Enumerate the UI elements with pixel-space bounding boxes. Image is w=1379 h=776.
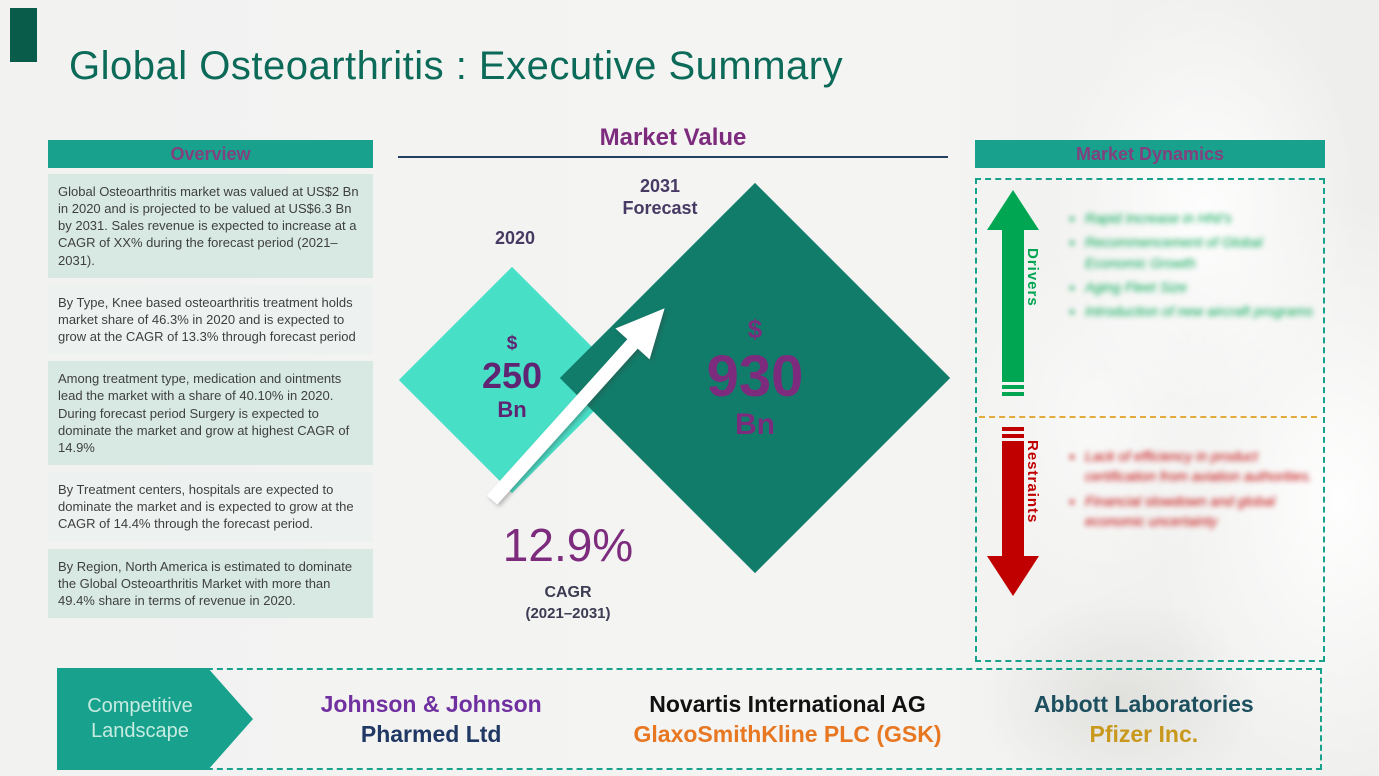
value-2020: $ 250 Bn xyxy=(432,298,592,458)
company-name: Abbott Laboratories xyxy=(1033,690,1254,717)
competitive-landscape-label: Competitive Landscape xyxy=(87,695,193,742)
overview-header-label: Overview xyxy=(170,143,251,164)
drivers-up-arrow-icon xyxy=(987,190,1039,396)
arrow-tail-bar xyxy=(1002,434,1024,438)
value-2020-amount: 250 xyxy=(481,355,543,397)
driver-bullet-item: Aging Fleet Size xyxy=(1085,277,1313,297)
competitive-landscape-arrow-shape: Competitive Landscape xyxy=(57,668,253,770)
company-name: Johnson & Johnson xyxy=(320,690,542,717)
value-2031-amount: 930 xyxy=(706,343,804,409)
drivers-list: Rapid Increase in HNI's Recommencement o… xyxy=(1069,208,1313,325)
market-dynamics-header-label: Market Dynamics xyxy=(1075,143,1225,164)
value-2031: $ 930 Bn xyxy=(617,240,893,516)
market-value-underline xyxy=(398,156,948,158)
company-column: Novartis International AG GlaxoSmithKlin… xyxy=(609,668,965,770)
drivers-restraints-separator xyxy=(979,416,1317,418)
growth-arrow-icon xyxy=(486,308,665,505)
arrow-tail-bar xyxy=(1002,392,1024,396)
currency-symbol: $ xyxy=(747,313,763,344)
company-column: Johnson & Johnson Pharmed Ltd xyxy=(253,668,609,770)
year-2031-forecast-label: 2031 Forecast xyxy=(622,176,698,218)
value-2020-unit: Bn xyxy=(497,396,527,422)
market-dynamics-box: Drivers Rapid Increase in HNI's Recommen… xyxy=(975,178,1325,662)
market-value-title: Market Value xyxy=(599,124,747,151)
arrow-shaft xyxy=(1002,230,1024,382)
restraints-down-arrow-icon xyxy=(987,427,1039,596)
company-column: Abbott Laboratories Pfizer Inc. xyxy=(966,668,1322,770)
slide-title: Global Osteoarthritis : Executive Summar… xyxy=(69,44,844,88)
year-2020-label: 2020 xyxy=(494,228,536,248)
arrow-head xyxy=(987,190,1039,230)
arrow-shaft xyxy=(1002,441,1024,556)
company-name: GlaxoSmithKline PLC (GSK) xyxy=(633,720,942,747)
company-name: Pfizer Inc. xyxy=(1089,720,1199,747)
restraint-bullet-item: Financial slowdown and global economic u… xyxy=(1085,491,1313,532)
overview-item: By Treatment centers, hospitals are expe… xyxy=(48,472,373,542)
currency-symbol: $ xyxy=(506,333,518,355)
cagr-value: 12.9% xyxy=(502,519,634,571)
overview-item: Global Osteoarthritis market was valued … xyxy=(48,174,373,278)
restraint-bullet-item: Lack of efficiency in product certificat… xyxy=(1085,446,1313,487)
restraints-list: Lack of efficiency in product certificat… xyxy=(1069,446,1313,535)
overview-item: By Region, North America is estimated to… xyxy=(48,548,373,618)
companies-row: Johnson & Johnson Pharmed Ltd Novartis I… xyxy=(253,668,1322,770)
company-name: Pharmed Ltd xyxy=(360,720,502,747)
overview-header: Overview xyxy=(48,140,373,168)
arrow-head xyxy=(987,556,1039,596)
driver-bullet-item: Rapid Increase in HNI's xyxy=(1085,208,1313,228)
driver-bullet-item: Recommencement of Global Economic Growth xyxy=(1085,232,1313,273)
overview-list: Global Osteoarthritis market was valued … xyxy=(48,174,373,618)
cagr-label: CAGR xyxy=(544,584,592,601)
arrow-tail-bar xyxy=(1002,385,1024,389)
market-dynamics-header: Market Dynamics xyxy=(975,140,1325,168)
arrow-tail-bar xyxy=(1002,427,1024,431)
driver-bullet-item: Introduction of new aircraft programs xyxy=(1085,301,1313,321)
corner-accent-bar xyxy=(10,8,37,62)
drivers-label: Drivers xyxy=(1024,248,1041,307)
restraints-label: Restraints xyxy=(1024,440,1041,524)
company-name: Novartis International AG xyxy=(649,690,926,717)
overview-item: By Type, Knee based osteoarthritis treat… xyxy=(48,284,373,355)
overview-item: Among treatment type, medication and oin… xyxy=(48,361,373,466)
value-2031-unit: Bn xyxy=(735,408,775,442)
cagr-period: (2021–2031) xyxy=(525,605,611,622)
